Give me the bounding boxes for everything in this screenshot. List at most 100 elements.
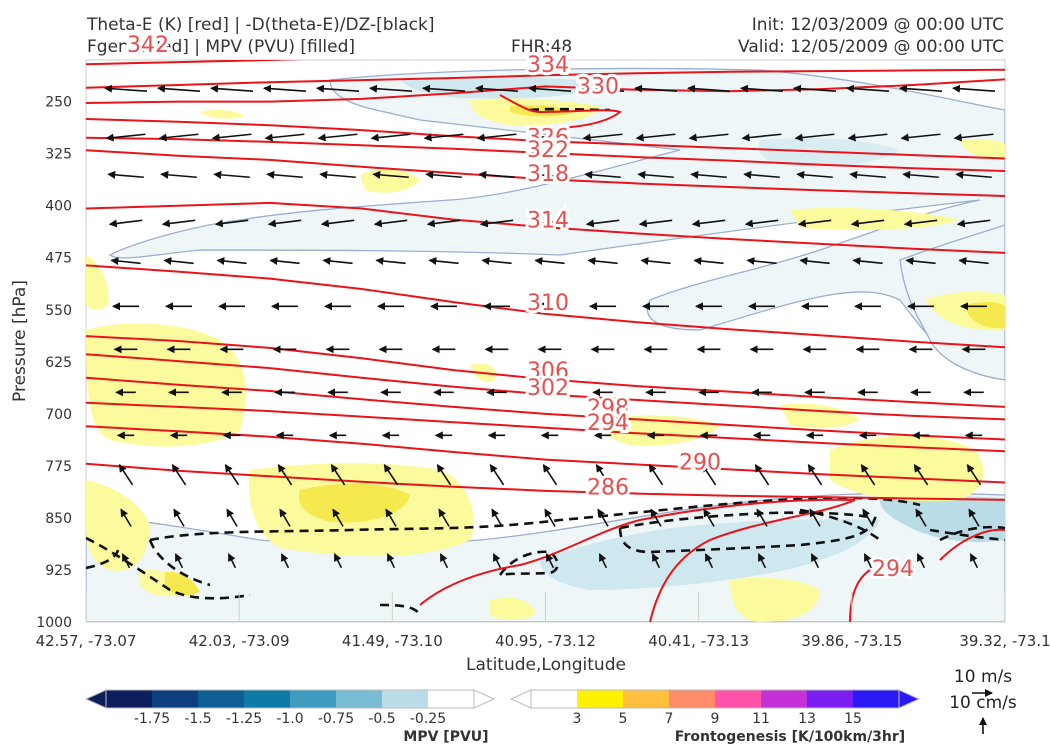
colorbar-swatch	[577, 690, 624, 708]
wind-arrow	[916, 553, 926, 569]
wind-arrow	[595, 463, 611, 486]
colorbar-swatch	[244, 690, 291, 708]
wind-arrow	[966, 463, 982, 486]
wind-arrow	[902, 170, 939, 179]
wind-arrow	[797, 219, 832, 228]
theta-e-contour-318	[86, 149, 1005, 197]
wind-arrow	[267, 219, 302, 228]
wind-arrow	[846, 84, 890, 93]
wind-vectors	[104, 84, 1048, 569]
wind-arrow	[263, 84, 307, 93]
wind-arrow	[110, 257, 141, 265]
wind-arrow	[862, 508, 874, 527]
colorbar-swatch	[715, 690, 762, 708]
theta-e-contour-342	[86, 60, 303, 66]
wind-arrow	[634, 84, 678, 93]
wind-arrow	[690, 170, 727, 179]
colorbar-tick-label: 7	[665, 711, 674, 727]
wind-arrow	[687, 84, 731, 93]
wind-arrow	[794, 133, 835, 142]
colorbar-tick-label: 3	[573, 711, 582, 727]
theta-e-label: 334	[527, 53, 569, 78]
wind-arrow	[422, 84, 466, 93]
y-tick-label: 925	[45, 563, 72, 579]
colorbar-tick-label: 11	[752, 711, 770, 727]
wind-arrow	[211, 133, 252, 142]
colorbar-swatch	[382, 690, 429, 708]
dthetae-dz-contours	[86, 107, 1005, 616]
wind-arrow	[171, 463, 187, 486]
mpv-colorbar-title: MPV [PVU]	[403, 729, 488, 745]
fgen-fills	[86, 98, 1005, 622]
wind-arrow	[120, 508, 132, 527]
theta-e-label: 286	[587, 476, 629, 501]
wind-arrow	[492, 553, 502, 569]
x-tick-label: 40.41, -73.13	[648, 632, 749, 650]
wind-arrow	[743, 170, 780, 179]
wind-arrow	[913, 463, 929, 486]
wind-arrow	[542, 463, 558, 486]
theta-e-contour-286	[86, 462, 1005, 501]
theta-e-contour-surface-b	[849, 569, 871, 622]
y-tick-label: 775	[45, 459, 72, 475]
wind-arrow	[807, 463, 823, 486]
wind-arrow	[478, 170, 515, 179]
wind-arrow	[847, 133, 888, 142]
wind-arrow	[370, 133, 411, 142]
theta-e-label: 306	[527, 359, 569, 384]
wind-arrow	[210, 84, 254, 93]
theta-e-label: 330	[577, 74, 619, 99]
x-tick-label: 42.57, -73.07	[36, 632, 137, 650]
wind-arrow	[903, 219, 938, 228]
chart-title-line1: Theta-E (K) [red] | -D(theta-E)/DZ-[blac…	[87, 15, 435, 35]
wind-arrow	[956, 219, 991, 228]
wind-arrow	[704, 553, 714, 569]
wind-arrow	[635, 133, 676, 142]
y-tick-label: 325	[45, 147, 72, 163]
wind-arrow	[584, 170, 621, 179]
valid-time: Valid: 12/05/2009 @ 00:00 UTC	[738, 37, 1004, 57]
fgen-colorbar-title: Frontogenesis [K/100km/3hr]	[675, 729, 905, 745]
wind-arrow	[1020, 465, 1033, 485]
wind-arrow	[118, 463, 134, 486]
wind-arrow	[852, 257, 883, 265]
wind-arrow	[900, 133, 941, 142]
wind-arrow	[587, 257, 618, 265]
colorbar-swatch	[531, 690, 578, 708]
y-tick-label: 400	[45, 199, 72, 215]
x-axis-label: Latitude,Longitude	[466, 655, 626, 675]
wind-arrow	[320, 219, 355, 228]
colorbar-swatch	[807, 690, 854, 708]
wind-arrow	[1006, 88, 1048, 91]
y-tick-label: 475	[45, 251, 72, 267]
wind-arrow	[214, 219, 249, 228]
wind-arrow	[648, 463, 664, 486]
wind-arrow	[227, 553, 237, 569]
wind-arrow	[316, 84, 360, 93]
wind-arrow	[529, 133, 570, 142]
colorbar-tick-label: -1.5	[184, 711, 211, 727]
theta-e-contour-298	[86, 376, 1005, 441]
colorbar-tick-label: -1.25	[226, 711, 262, 727]
wind-arrow	[905, 257, 936, 265]
y-tick-label: 625	[45, 355, 72, 371]
wind-arrow	[640, 257, 671, 265]
colorbar-tick-label: -1.0	[276, 711, 303, 727]
wind-arrow	[545, 553, 555, 569]
wind-reference-label-horizontal: 10 m/s	[954, 667, 1012, 687]
colorbar-frame	[105, 689, 475, 709]
colorbar-extend-left	[84, 689, 107, 709]
wind-arrow	[1009, 174, 1045, 177]
wind-arrow	[319, 170, 356, 179]
wind-arrow	[105, 133, 146, 142]
wind-arrow	[863, 553, 873, 569]
wind-arrow	[799, 257, 830, 265]
wind-arrow	[436, 463, 452, 486]
theta-e-label: 302	[527, 376, 569, 401]
wind-arrow	[691, 219, 726, 228]
x-tick-label: 39.86, -73.15	[801, 632, 902, 650]
wind-arrow	[266, 170, 303, 179]
wind-arrow	[375, 257, 406, 265]
theta-e-label: 314	[527, 209, 569, 234]
